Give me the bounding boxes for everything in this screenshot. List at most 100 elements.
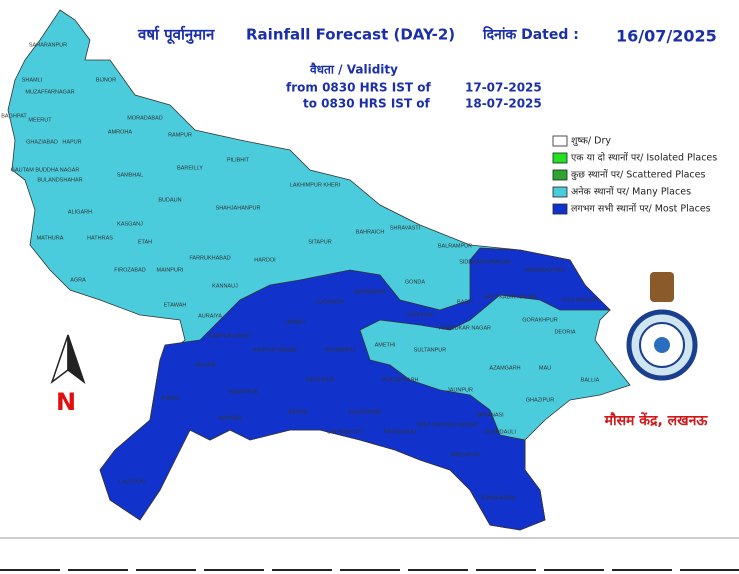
district-label: CHITRAKOOT: [327, 429, 364, 435]
district-label: KASGANJ: [117, 221, 143, 227]
to-label: to 0830 HRS IST of: [303, 97, 431, 111]
district-label: FARRUKHABAD: [189, 255, 230, 261]
district-label: RAEBARELI: [325, 347, 356, 353]
district-label: MUZAFFARNAGAR: [25, 89, 74, 95]
district-label: PRATAPGARH: [381, 377, 418, 383]
district-label: BALLIA: [581, 377, 600, 383]
district-label: DEORIA: [554, 329, 575, 335]
district-label: BALRAMPUR: [438, 243, 472, 249]
district-label: GAUTAM BUDDHA NAGAR: [11, 167, 80, 173]
district-label: JHANSI: [160, 395, 180, 401]
district-label: MAHARAJGANJ: [525, 267, 566, 273]
emblem: [626, 272, 698, 381]
district-label: SHAHJAHANPUR: [216, 205, 261, 211]
legend-swatch: [552, 169, 568, 181]
office-name: मौसम केंद्र, लखनऊ: [604, 412, 709, 429]
district-label: SITAPUR: [308, 239, 331, 245]
district-label: AGRA: [70, 277, 86, 283]
district-label: KUSHINAGAR: [562, 297, 598, 303]
district-label: VARANASI: [476, 412, 504, 418]
legend-swatch: [552, 152, 568, 164]
legend: शुष्क/ Dry एक या दो स्थानों पर/ Isolated …: [552, 135, 717, 215]
district-label: CHANDAULI: [484, 429, 516, 435]
district-label: ETAH: [138, 239, 152, 245]
title-hindi: वर्षा पूर्वानुमान: [137, 26, 215, 45]
district-label: MEERUT: [28, 117, 52, 123]
district-label: GHAZIPUR: [526, 397, 554, 403]
most-places-area: [99, 247, 611, 531]
district-label: MAU: [539, 365, 551, 371]
district-label: HATHRAS: [87, 235, 113, 241]
district-label: HAMIRPUR: [228, 389, 257, 395]
district-label: BUDAUN: [158, 197, 181, 203]
north-label: N: [56, 388, 76, 416]
district-label: ETAWAH: [164, 302, 187, 308]
district-label: MIRZAPUR: [451, 452, 480, 458]
district-label: GORAKHPUR: [522, 317, 557, 323]
district-label: BARABANKI: [354, 289, 386, 295]
district-label: PRAYAGRAJ: [384, 429, 417, 435]
district-label: BASTI: [457, 299, 473, 305]
district-label: SANT KABIR NAGAR: [483, 294, 537, 300]
district-label: LAKHIMPUR KHERI: [290, 182, 341, 188]
district-label: SHRAVASTI: [390, 225, 421, 231]
legend-label: शुष्क/ Dry: [571, 136, 611, 147]
legend-label: अनेक स्थानों पर/ Many Places: [571, 186, 691, 198]
district-label: KANNAUJ: [212, 283, 238, 289]
district-label: HARDOI: [254, 257, 276, 263]
district-label: SANT RAVIDAS NAGAR: [417, 422, 478, 428]
district-label: SIDDHARTHNAGAR: [459, 259, 511, 265]
legend-swatch: [552, 186, 568, 198]
district-labels: SAHARANPUR SHAMLI MUZAFFARNAGAR BIJNOR BAGHP…: [1, 42, 599, 501]
district-label: AURAIYA: [198, 313, 222, 319]
legend-label: कुछ स्थानों पर/ Scattered Places: [571, 169, 705, 181]
district-label: SULTANPUR: [414, 347, 447, 353]
district-label: KANPUR NAGAR: [253, 347, 297, 353]
district-label: SHAMLI: [22, 77, 43, 83]
district-label: HAPUR: [62, 139, 81, 145]
district-label: BULANDSHAHAR: [37, 177, 82, 183]
district-label: LALITPUR: [119, 479, 145, 485]
district-label: BAHRAICH: [356, 229, 384, 235]
district-label: SAMBHAL: [117, 172, 143, 178]
district-label: FATEHPUR: [306, 377, 335, 383]
legend-swatch: [552, 135, 568, 147]
legend-label: एक या दो स्थानों पर/ Isolated Places: [571, 152, 717, 164]
district-label: BIJNOR: [96, 77, 116, 83]
legend-label: लगभग सभी स्थानों पर/ Most Places: [571, 203, 711, 215]
district-label: AZAMGARH: [489, 365, 520, 371]
district-label: KAUSHAMBI: [349, 409, 382, 415]
district-label: GHAZIABAD: [26, 139, 58, 145]
district-label: GONDA: [405, 279, 426, 285]
district-label: AMETHI: [375, 342, 396, 348]
district-label: BAGHPAT: [1, 113, 27, 119]
district-label: RAMPUR: [168, 132, 192, 138]
district-label: BAREILLY: [177, 165, 203, 171]
dated-label: दिनांक Dated :: [482, 26, 579, 43]
from-label: from 0830 HRS IST of: [286, 81, 431, 95]
legend-swatch: [552, 203, 568, 215]
district-label: AMROHA: [108, 129, 132, 135]
district-label: SONBHADRA: [481, 495, 516, 501]
district-label: BANDA: [289, 409, 308, 415]
district-label: MATHURA: [37, 235, 64, 241]
district-label: MAINPURI: [157, 267, 184, 273]
district-label: JAUNPUR: [447, 387, 473, 393]
to-date: 18-07-2025: [465, 97, 542, 111]
district-label: AMBEDKAR NAGAR: [439, 325, 491, 331]
district-label: KANPUR DEHAT: [209, 333, 252, 339]
district-label: MAHOBA: [218, 415, 242, 421]
district-label: UNNAO: [285, 319, 306, 325]
district-label: ALIGARH: [68, 209, 92, 215]
from-date: 17-07-2025: [465, 81, 542, 95]
district-label: LUCKNOW: [316, 299, 345, 305]
district-label: PILIBHIT: [227, 157, 250, 163]
district-label: SAHARANPUR: [29, 42, 67, 48]
date: 16/07/2025: [616, 27, 717, 46]
title: Rainfall Forecast (DAY-2): [246, 26, 455, 44]
district-label: JALAUN: [194, 362, 215, 368]
district-label: AYODHYA: [407, 312, 433, 318]
district-label: FIROZABAD: [114, 267, 146, 273]
district-label: MORADABAD: [127, 115, 162, 121]
